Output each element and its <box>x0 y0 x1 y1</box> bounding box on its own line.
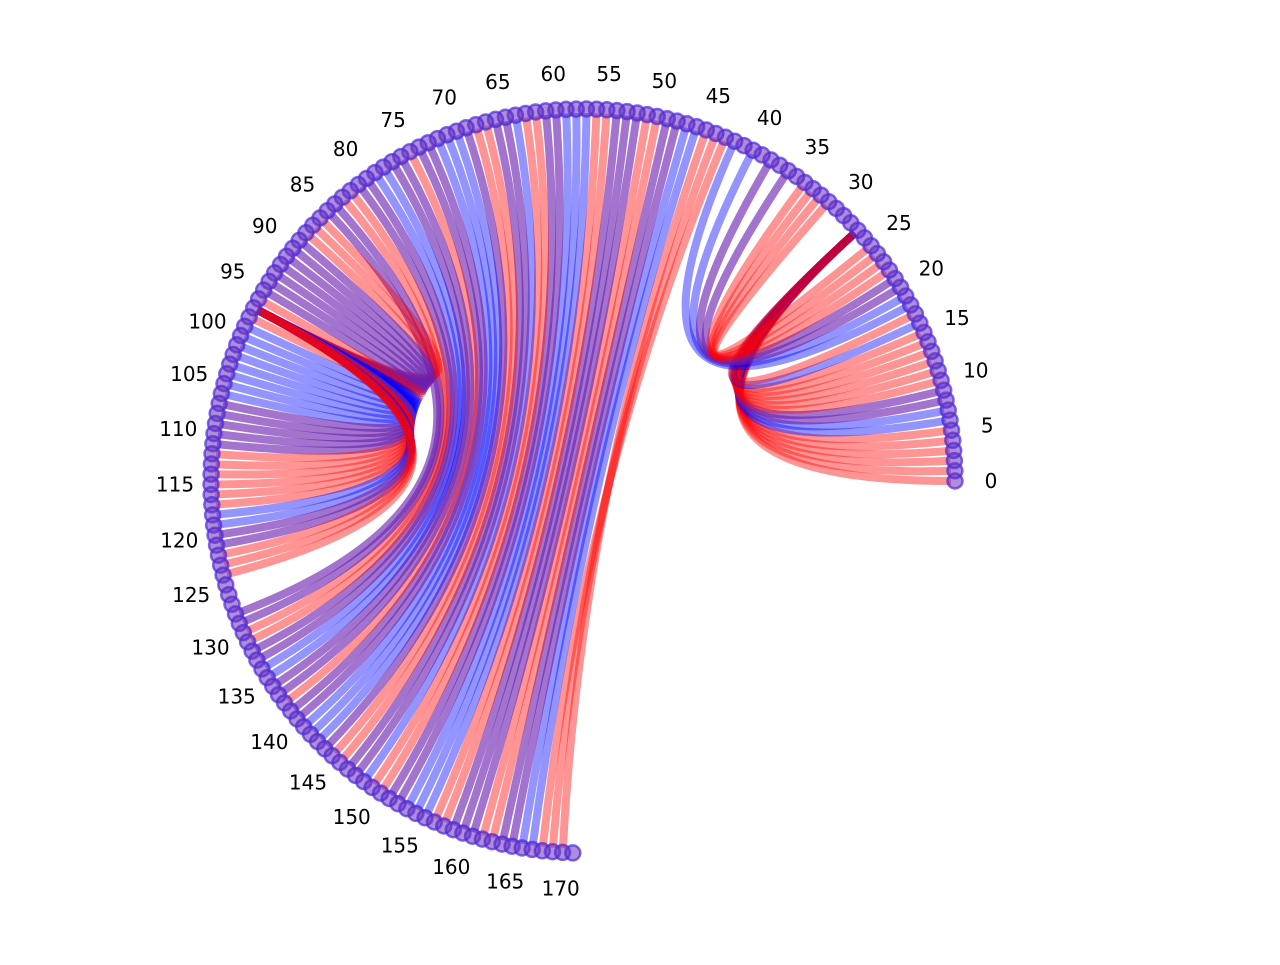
chord-61-152 <box>387 114 557 798</box>
chord-10-27 <box>732 229 939 414</box>
tick-label-40: 40 <box>757 106 782 130</box>
tick-label-135: 135 <box>218 685 256 709</box>
tick-label-90: 90 <box>252 214 277 238</box>
chord-54-159 <box>450 114 621 828</box>
tick-label-75: 75 <box>380 108 405 132</box>
tick-label-50: 50 <box>652 69 677 93</box>
chord-53-160 <box>460 115 631 831</box>
chord-43-168 <box>538 139 728 848</box>
tick-label-0: 0 <box>985 469 998 493</box>
chord-18-42 <box>681 143 910 371</box>
chord-16-27 <box>728 229 918 390</box>
chord-77-136 <box>273 163 471 688</box>
tick-label-30: 30 <box>848 170 873 194</box>
chord-23-33 <box>707 189 883 362</box>
tick-label-70: 70 <box>431 85 456 109</box>
chord-67-146 <box>339 124 519 763</box>
chord-51-162 <box>479 117 651 837</box>
chord-11-27 <box>732 229 936 410</box>
chord-17-27 <box>727 229 914 386</box>
tick-label-160: 160 <box>432 855 470 879</box>
chord-44-169 <box>548 135 719 849</box>
tick-label-115: 115 <box>156 473 194 497</box>
chord-78-135 <box>268 168 467 679</box>
tick-label-145: 145 <box>289 770 327 794</box>
chord-50-163 <box>489 119 661 839</box>
tick-label-170: 170 <box>542 876 580 900</box>
tick-label-110: 110 <box>159 417 197 441</box>
chord-64-149 <box>362 118 536 781</box>
chord-71-142 <box>310 137 498 735</box>
chord-22-34 <box>706 183 889 363</box>
chord-14-27 <box>730 229 926 397</box>
tick-label-65: 65 <box>485 70 510 94</box>
tick-label-150: 150 <box>333 805 371 829</box>
tick-label-80: 80 <box>333 137 358 161</box>
chord-122-97 <box>221 306 416 559</box>
chord-56-157 <box>432 113 601 820</box>
chord-82-131 <box>249 191 451 644</box>
chord-68-145 <box>331 127 513 756</box>
tick-label-130: 130 <box>191 635 229 659</box>
tick-label-25: 25 <box>886 211 911 235</box>
chord-85-128 <box>237 211 442 617</box>
tick-label-60: 60 <box>540 62 565 86</box>
chord-124-97 <box>225 306 417 578</box>
tick-labels-layer: 0 5 10 15 20 25 30 35 40 45 50 55 60 65 70 75 80 85 90 95 10… <box>156 62 997 901</box>
tick-label-5: 5 <box>981 413 994 437</box>
tick-label-10: 10 <box>963 359 988 383</box>
chord-49-164 <box>499 121 671 842</box>
tick-label-15: 15 <box>944 306 969 330</box>
chord-9-27 <box>733 229 941 419</box>
tick-label-20: 20 <box>919 257 944 281</box>
chord-57-156 <box>423 112 591 816</box>
tick-label-105: 105 <box>170 362 208 386</box>
chord-62-151 <box>379 115 549 792</box>
chords-layer <box>214 112 952 849</box>
chord-58-155 <box>414 113 581 812</box>
chord-59-154 <box>405 113 572 808</box>
chord-63-150 <box>371 116 543 787</box>
tick-label-120: 120 <box>160 528 198 552</box>
tick-label-85: 85 <box>290 173 315 197</box>
chord-15-27 <box>729 229 922 393</box>
chord-24-32 <box>709 195 877 360</box>
chord-46-167 <box>528 129 700 847</box>
chord-12-27 <box>731 229 933 405</box>
tick-label-95: 95 <box>220 260 245 284</box>
tick-label-55: 55 <box>596 62 621 86</box>
chord-123-97 <box>223 306 417 569</box>
tick-label-100: 100 <box>188 309 226 333</box>
tick-label-35: 35 <box>805 135 830 159</box>
chord-65-148 <box>354 120 530 775</box>
chord-21-36 <box>701 171 894 364</box>
chord-121-97 <box>219 306 416 549</box>
chord-74-139 <box>291 148 483 712</box>
chord-55-158 <box>441 113 611 824</box>
chord-13-27 <box>731 229 930 401</box>
chord-66-147 <box>347 122 524 769</box>
tick-label-140: 140 <box>250 730 288 754</box>
chord-47-166 <box>518 126 690 845</box>
nodes-layer <box>202 100 964 862</box>
chord-52-161 <box>469 116 641 834</box>
tick-label-155: 155 <box>381 834 419 858</box>
chord-69-144 <box>324 130 508 749</box>
tick-label-165: 165 <box>486 870 524 894</box>
chord-45-170 <box>558 132 709 849</box>
node-171 <box>564 844 582 862</box>
tick-label-125: 125 <box>172 583 210 607</box>
chord-25-31 <box>710 202 871 359</box>
chord-48-165 <box>508 123 680 844</box>
chord-81-132 <box>253 185 455 653</box>
tick-label-45: 45 <box>706 84 731 108</box>
chord-60-153 <box>396 113 564 803</box>
chord-70-143 <box>317 133 503 742</box>
